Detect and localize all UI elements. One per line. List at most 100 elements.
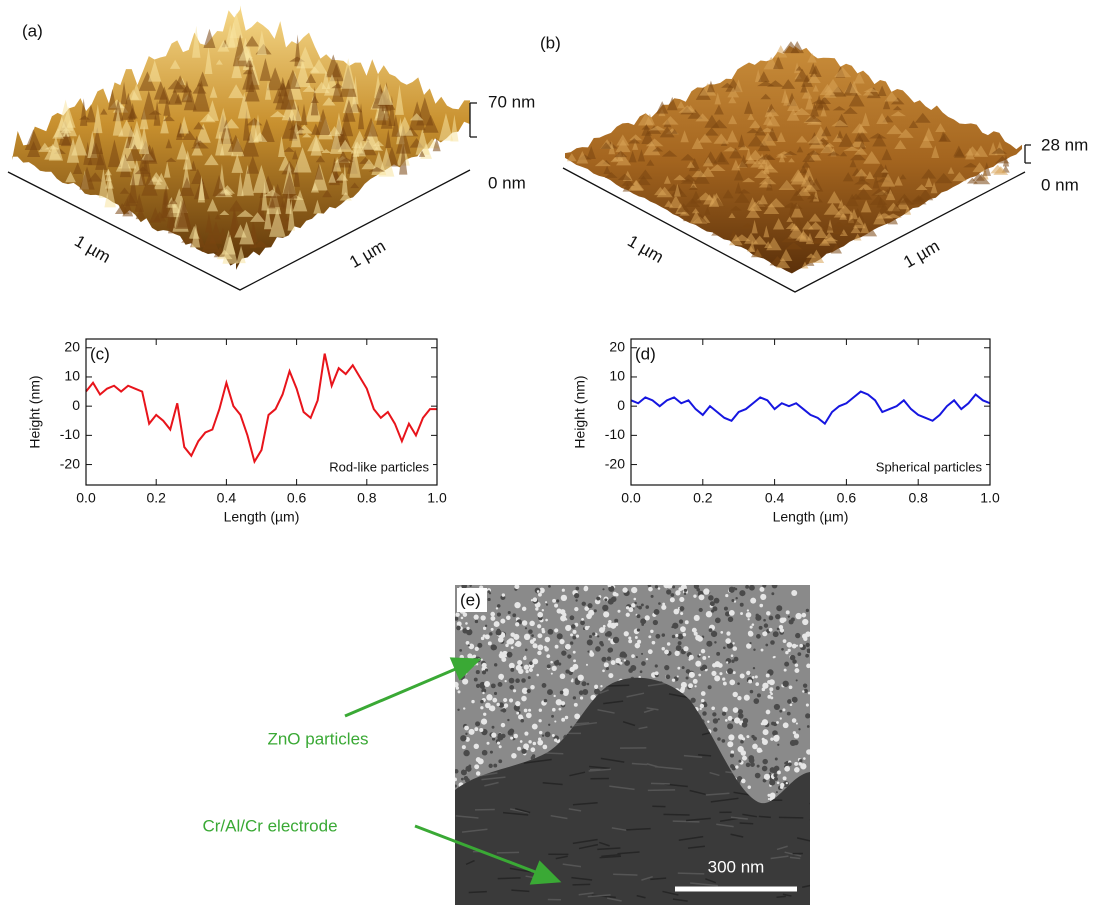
afm-peak xyxy=(192,25,201,58)
afm-peak xyxy=(849,80,859,94)
afm-peak xyxy=(910,196,927,205)
grain xyxy=(799,759,803,763)
afm-peak xyxy=(871,188,888,196)
grain xyxy=(464,725,469,731)
grain xyxy=(481,662,487,668)
grain xyxy=(503,697,508,703)
afm-peak xyxy=(727,87,740,98)
afm-peak xyxy=(807,193,818,200)
grain xyxy=(508,677,515,684)
grain xyxy=(772,730,778,736)
afm-peak xyxy=(801,88,813,99)
grain xyxy=(661,647,665,651)
afm-peak xyxy=(690,181,697,188)
afm-peak xyxy=(775,153,788,158)
afm-peak xyxy=(776,131,786,143)
afm-peak xyxy=(849,208,859,220)
afm-peak xyxy=(860,222,870,234)
grain xyxy=(670,593,675,597)
grain xyxy=(786,711,791,716)
grain xyxy=(552,598,557,603)
grain xyxy=(673,608,680,615)
facet xyxy=(646,762,658,768)
afm-peak xyxy=(283,146,295,152)
afm-peak xyxy=(296,124,313,134)
afm-peak xyxy=(939,131,947,142)
grain xyxy=(565,624,572,632)
afm-peak xyxy=(698,133,713,143)
afm-peak xyxy=(322,189,333,198)
grain xyxy=(722,706,728,713)
grain xyxy=(784,761,787,765)
grain xyxy=(501,593,506,597)
afm-peak xyxy=(395,84,404,115)
grain xyxy=(641,652,644,655)
grain xyxy=(762,729,769,736)
afm-peak xyxy=(218,227,228,240)
grain xyxy=(692,678,698,684)
grain xyxy=(782,708,786,712)
afm-peak xyxy=(165,138,172,149)
afm-peak xyxy=(802,254,815,266)
afm-peak xyxy=(858,139,866,150)
arrow-head xyxy=(449,657,482,681)
afm-peak xyxy=(388,95,396,127)
afm-peak xyxy=(285,189,292,214)
facet xyxy=(770,855,789,860)
grain xyxy=(672,585,676,589)
grain xyxy=(800,763,807,770)
grain xyxy=(508,728,515,734)
afm-peak xyxy=(728,115,738,125)
grain xyxy=(532,597,538,602)
grain xyxy=(573,702,578,707)
grain xyxy=(797,652,802,657)
grain xyxy=(583,586,589,592)
grain xyxy=(564,715,569,720)
afm-peak xyxy=(310,59,328,74)
afm-peak xyxy=(148,60,162,82)
grain xyxy=(528,667,533,673)
afm-peak xyxy=(819,83,836,96)
grain xyxy=(751,676,755,679)
afm-peak xyxy=(853,216,866,229)
grain xyxy=(776,605,783,612)
facet xyxy=(572,801,598,806)
afm-peak xyxy=(851,123,868,134)
grain xyxy=(528,629,533,634)
facet xyxy=(597,847,621,851)
grain xyxy=(469,585,472,587)
grain xyxy=(513,733,519,739)
afm-peak xyxy=(287,199,295,231)
afm-peak xyxy=(646,159,655,166)
grain xyxy=(716,651,721,656)
afm-peak xyxy=(894,175,903,186)
afm-peak xyxy=(836,205,853,214)
afm-peak xyxy=(803,183,817,192)
grain xyxy=(682,632,687,637)
grain xyxy=(608,673,614,679)
facet xyxy=(716,823,734,828)
z-max-label: 28 nm xyxy=(1041,135,1088,154)
afm-peak xyxy=(784,242,803,250)
grain xyxy=(755,682,760,686)
afm-peak xyxy=(661,150,678,157)
afm-peak xyxy=(259,57,272,81)
grain xyxy=(498,759,503,764)
afm-peak xyxy=(342,99,356,122)
grain xyxy=(777,770,781,775)
afm-peak xyxy=(175,197,192,229)
grain xyxy=(776,627,780,631)
afm-peak xyxy=(880,168,889,173)
grain xyxy=(707,720,710,723)
afm-peak xyxy=(228,84,244,99)
afm-peak xyxy=(112,108,124,136)
grain xyxy=(754,772,761,779)
grain xyxy=(693,594,697,598)
grain xyxy=(707,655,711,658)
plot-frame xyxy=(630,338,991,486)
afm-peak xyxy=(250,212,266,222)
afm-peak xyxy=(245,35,259,47)
grain xyxy=(756,764,760,768)
grain xyxy=(745,585,750,589)
grain xyxy=(475,757,481,763)
